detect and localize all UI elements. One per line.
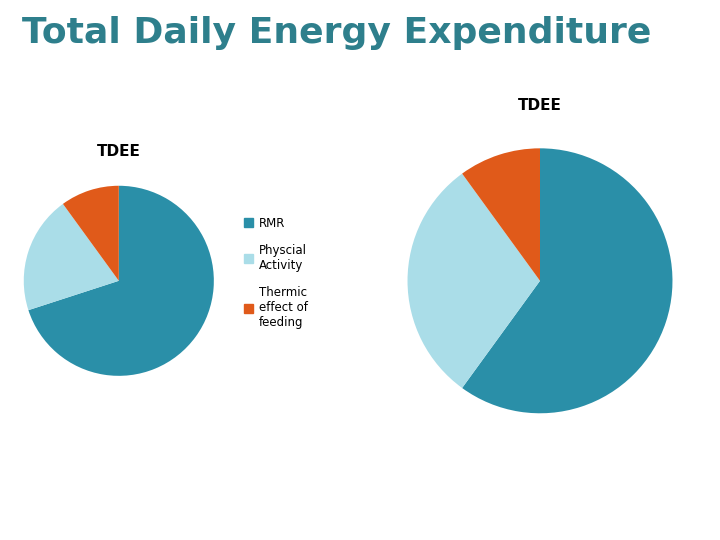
Wedge shape	[28, 186, 214, 376]
Title: TDEE: TDEE	[518, 98, 562, 113]
Wedge shape	[462, 148, 540, 281]
Text: Sedentary: Sedentary	[21, 491, 150, 511]
Wedge shape	[24, 204, 119, 310]
Wedge shape	[63, 186, 119, 281]
Text: Total Daily Energy Expenditure: Total Daily Energy Expenditure	[22, 16, 651, 50]
Legend: RMR, Physcial
Activity, Thermic
effect of
feeding: RMR, Physcial Activity, Thermic effect o…	[243, 217, 307, 329]
Wedge shape	[462, 148, 672, 413]
Text: Physically Active: Physically Active	[382, 491, 593, 511]
Title: TDEE: TDEE	[97, 144, 140, 159]
Wedge shape	[408, 174, 540, 388]
